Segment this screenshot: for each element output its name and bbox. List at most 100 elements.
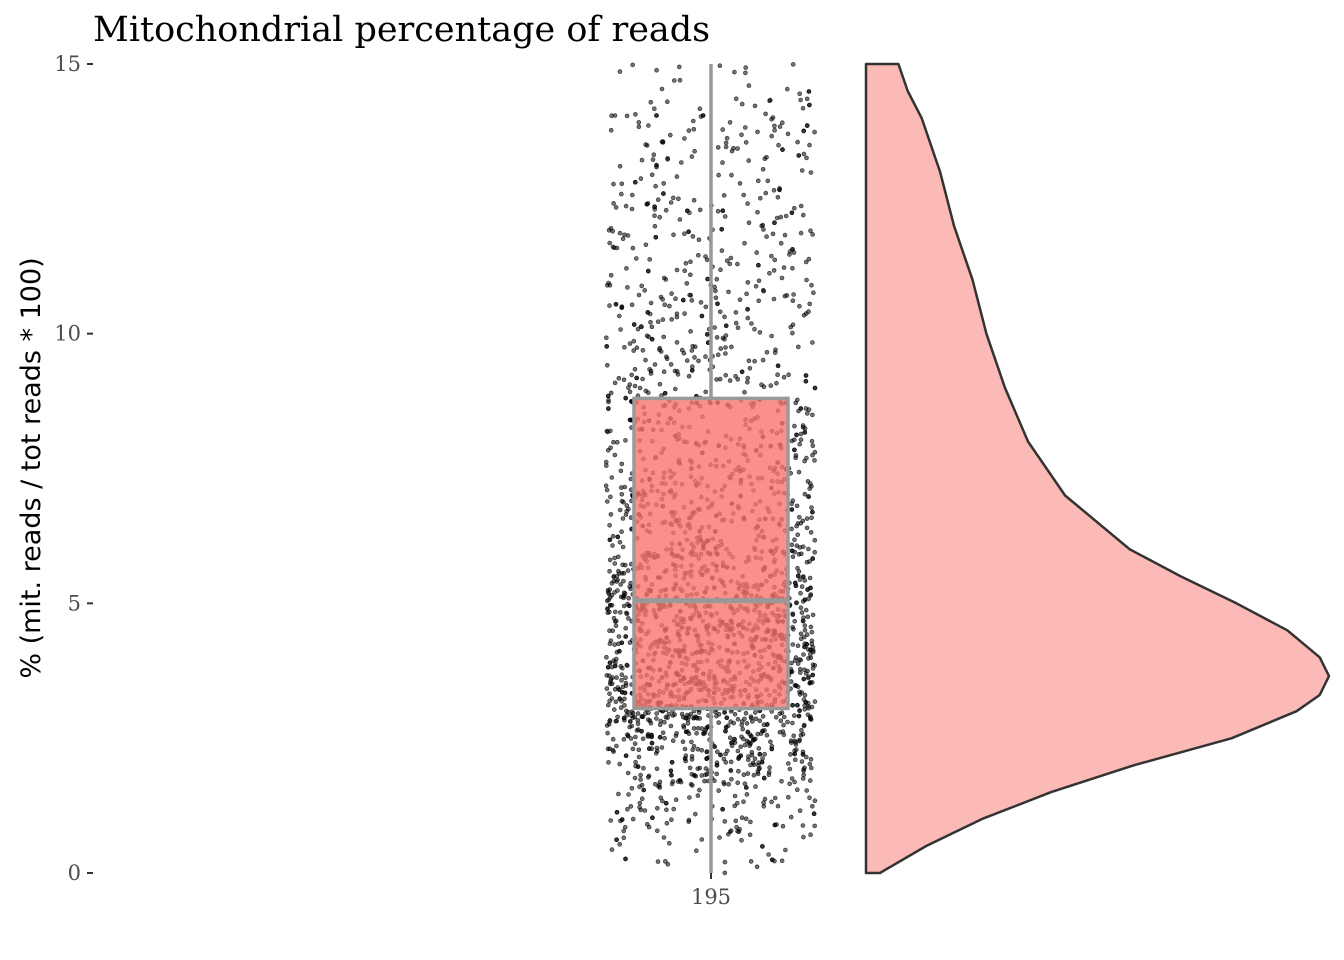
jitter-point bbox=[747, 365, 753, 371]
jitter-point bbox=[680, 739, 686, 745]
jitter-point bbox=[607, 568, 612, 574]
jitter-point bbox=[812, 699, 818, 704]
jitter-point bbox=[622, 484, 628, 490]
jitter-point bbox=[810, 232, 815, 237]
jitter-point bbox=[810, 556, 816, 561]
jitter-point bbox=[624, 113, 630, 119]
jitter-point bbox=[609, 696, 615, 701]
jitter-point bbox=[745, 201, 750, 206]
jitter-point bbox=[812, 537, 818, 543]
jitter-point bbox=[619, 461, 625, 467]
jitter-point bbox=[657, 381, 663, 387]
jitter-point bbox=[611, 574, 617, 579]
jitter-point bbox=[740, 726, 746, 732]
jitter-point bbox=[812, 823, 818, 829]
jitter-point bbox=[767, 765, 772, 770]
jitter-point bbox=[629, 785, 635, 791]
jitter-point bbox=[611, 615, 617, 621]
jitter-point bbox=[777, 124, 783, 129]
jitter-point bbox=[719, 227, 725, 232]
jitter-point bbox=[722, 336, 727, 342]
jitter-point bbox=[729, 743, 735, 749]
y-axis-label: % (mit. reads / tot reads * 100) bbox=[16, 257, 47, 678]
jitter-point bbox=[779, 778, 784, 784]
jitter-point bbox=[604, 499, 610, 504]
jitter-point bbox=[808, 756, 814, 762]
jitter-point bbox=[629, 372, 635, 378]
jitter-point bbox=[616, 568, 621, 574]
jitter-point bbox=[670, 738, 676, 744]
jitter-point bbox=[649, 740, 655, 746]
jitter-point bbox=[792, 751, 798, 757]
jitter-point bbox=[653, 235, 659, 240]
jitter-point bbox=[624, 662, 630, 668]
jitter-point bbox=[618, 468, 624, 474]
jitter-point bbox=[690, 234, 696, 239]
jitter-point bbox=[756, 746, 762, 751]
jitter-point bbox=[761, 775, 767, 781]
jitter-point bbox=[804, 632, 810, 637]
jitter-point bbox=[765, 178, 771, 184]
jitter-point bbox=[733, 310, 739, 315]
jitter-point bbox=[671, 806, 677, 812]
jitter-point bbox=[608, 494, 613, 500]
jitter-point bbox=[621, 736, 627, 742]
jitter-point bbox=[800, 212, 806, 218]
jitter-point bbox=[803, 373, 809, 378]
jitter-point bbox=[794, 787, 800, 793]
jitter-point bbox=[761, 288, 767, 294]
jitter-point bbox=[774, 380, 779, 386]
jitter-point bbox=[723, 323, 729, 329]
jitter-point bbox=[743, 785, 749, 790]
jitter-point bbox=[654, 828, 660, 834]
jitter-point bbox=[644, 201, 650, 207]
jitter-point bbox=[649, 324, 655, 330]
jitter-point bbox=[607, 641, 613, 647]
jitter-point bbox=[693, 848, 699, 854]
jitter-point bbox=[613, 205, 619, 210]
jitter-point bbox=[611, 201, 616, 206]
jitter-point bbox=[800, 823, 806, 828]
jitter-point bbox=[614, 837, 619, 843]
jitter-point bbox=[809, 505, 814, 510]
jitter-point bbox=[810, 412, 815, 418]
jitter-point bbox=[672, 368, 678, 374]
density-area bbox=[864, 62, 1331, 875]
jitter-point bbox=[722, 819, 728, 824]
jitter-point bbox=[769, 857, 775, 863]
jitter-point bbox=[714, 749, 720, 755]
jitter-point bbox=[798, 520, 804, 526]
jitter-point bbox=[718, 346, 724, 351]
jitter-point bbox=[658, 718, 664, 724]
jitter-point bbox=[763, 111, 768, 117]
jitter-point bbox=[722, 870, 728, 876]
jitter-point bbox=[797, 737, 803, 743]
jitter-point bbox=[723, 345, 728, 350]
jitter-point bbox=[622, 344, 627, 350]
jitter-point bbox=[664, 807, 669, 813]
jitter-point bbox=[761, 722, 767, 728]
jitter-point bbox=[785, 719, 790, 725]
jitter-point bbox=[729, 776, 734, 782]
jitter-point bbox=[755, 129, 760, 135]
jitter-point bbox=[806, 256, 812, 262]
jitter-point bbox=[716, 711, 722, 717]
jitter-point bbox=[615, 534, 621, 540]
jitter-point bbox=[807, 102, 812, 108]
jitter-point bbox=[606, 591, 612, 597]
jitter-point bbox=[715, 209, 721, 214]
jitter-point bbox=[612, 609, 618, 615]
y-tick-label: 0 bbox=[68, 861, 81, 885]
jitter-point bbox=[604, 362, 610, 368]
jitter-point bbox=[804, 525, 810, 531]
jitter-point bbox=[735, 146, 740, 151]
jitter-point bbox=[645, 268, 651, 274]
jitter-point bbox=[748, 859, 754, 864]
jitter-point bbox=[604, 344, 610, 349]
jitter-point bbox=[608, 128, 614, 133]
jitter-point bbox=[781, 714, 787, 720]
jitter-point bbox=[689, 298, 695, 303]
jitter-point bbox=[669, 781, 675, 787]
jitter-point bbox=[623, 680, 629, 686]
jitter-point bbox=[748, 819, 753, 825]
